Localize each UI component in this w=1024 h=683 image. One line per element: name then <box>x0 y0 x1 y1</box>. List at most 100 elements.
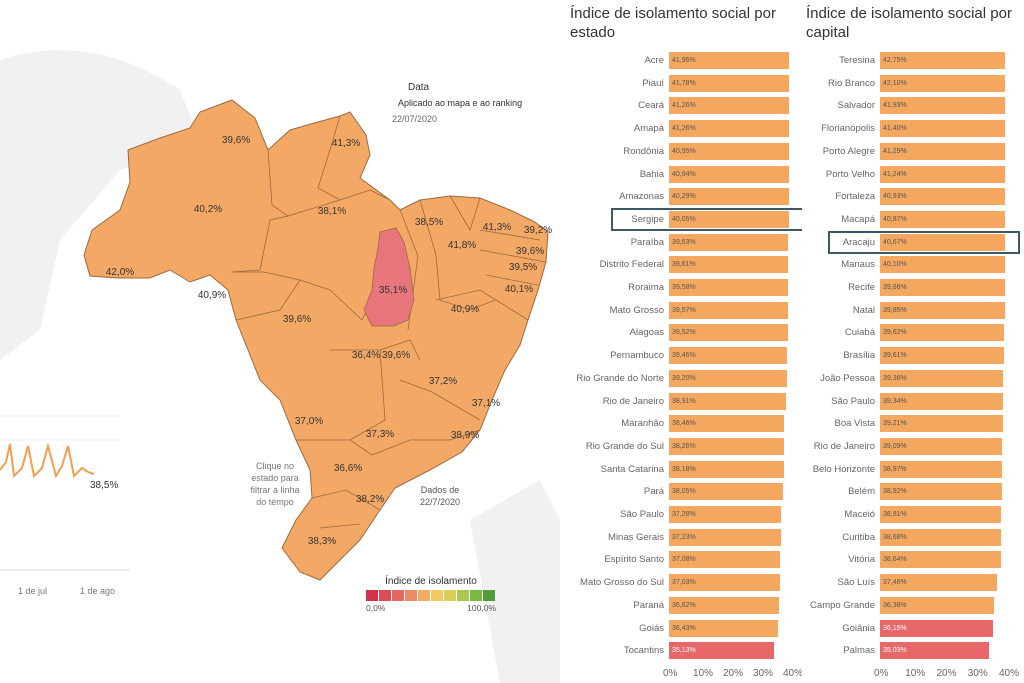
brazil-map[interactable] <box>83 99 549 581</box>
bar[interactable] <box>880 551 1001 569</box>
state-value-label: 36,4% <box>352 350 380 361</box>
bar[interactable] <box>669 210 789 228</box>
bar[interactable] <box>880 506 1002 523</box>
bar[interactable] <box>880 415 1003 433</box>
timeline-series[interactable] <box>0 442 95 479</box>
bar[interactable] <box>880 392 1003 410</box>
bar[interactable] <box>880 142 1005 160</box>
bar[interactable] <box>880 210 1005 228</box>
bar[interactable] <box>880 347 1004 365</box>
bar-value-label: 38,97% <box>883 465 907 473</box>
bar[interactable] <box>669 74 789 92</box>
map-tip: Clique no estado para filtrar a linha do… <box>240 460 310 508</box>
bar[interactable] <box>880 619 993 637</box>
bar[interactable] <box>880 52 1005 69</box>
row-label: Cuiabá <box>844 327 875 339</box>
timeline-last-value: 38,5% <box>90 480 119 491</box>
bar-value-label: 38,81% <box>883 511 907 518</box>
state-value-label: 37,2% <box>429 376 457 387</box>
bar[interactable] <box>669 188 789 206</box>
state-value-label: 38,1% <box>318 206 346 217</box>
state-value-label: 37,0% <box>295 416 323 427</box>
bar[interactable] <box>880 483 1002 501</box>
bar[interactable] <box>880 596 994 614</box>
bar[interactable] <box>669 301 788 319</box>
bar[interactable] <box>669 142 789 160</box>
x-axis-tick: 10% <box>693 668 714 679</box>
state-value-label: 38,2% <box>356 494 384 505</box>
bar[interactable] <box>669 619 779 637</box>
bar-value-label: 40,29% <box>672 193 696 201</box>
legend-swatch <box>392 590 404 601</box>
bar[interactable] <box>669 483 784 501</box>
bar[interactable] <box>880 188 1005 206</box>
state-value-label: 41,8% <box>448 240 476 251</box>
bar[interactable] <box>880 74 1005 92</box>
legend-title: Índice de isolamento <box>385 576 477 587</box>
legend-scale <box>366 590 496 601</box>
x-axis-tick: 30% <box>967 668 988 679</box>
bar[interactable] <box>880 256 1005 274</box>
state-value-label: 39,6% <box>222 135 250 146</box>
row-label: Porto Velho <box>825 168 875 180</box>
row-label: Manaus <box>841 259 875 271</box>
capital-ranking-panel: Índice de isolamento social por capital … <box>802 0 1024 683</box>
bar[interactable] <box>669 233 788 251</box>
bar-value-label: 38,64% <box>883 556 907 564</box>
bar[interactable] <box>669 256 788 274</box>
bar[interactable] <box>669 551 781 569</box>
bar[interactable] <box>880 279 1005 296</box>
bar[interactable] <box>669 279 788 296</box>
bar[interactable] <box>880 97 1005 115</box>
state-value-label: 39,5% <box>509 262 537 273</box>
bar[interactable] <box>669 120 789 138</box>
bar-value-label: 40,93% <box>883 193 907 201</box>
state-value-label: 40,9% <box>451 304 479 315</box>
bar[interactable] <box>669 642 775 660</box>
bar[interactable] <box>880 437 1003 455</box>
bar[interactable] <box>669 506 781 523</box>
tip-line-2: estado para <box>251 473 299 483</box>
bar[interactable] <box>880 233 1005 251</box>
bar-value-label: 38,05% <box>672 488 696 496</box>
bar[interactable] <box>880 120 1005 138</box>
bar[interactable] <box>880 369 1003 387</box>
bar-value-label: 38,68% <box>883 533 907 541</box>
bar[interactable] <box>669 528 781 546</box>
bar-value-label: 39,63% <box>672 238 696 246</box>
highlight-box <box>611 207 821 231</box>
capital-ranking-title: Índice de isolamento social por capital <box>806 5 1012 41</box>
bar[interactable] <box>669 596 779 614</box>
bar[interactable] <box>669 392 786 410</box>
bar[interactable] <box>669 460 784 478</box>
bar[interactable] <box>669 437 784 455</box>
row-label: Bahia <box>639 168 664 180</box>
bar[interactable] <box>669 324 788 342</box>
row-label: Distrito Federal <box>599 259 664 271</box>
bar[interactable] <box>880 324 1004 342</box>
state-value-label: 35,1% <box>379 285 407 296</box>
bar[interactable] <box>669 415 785 433</box>
bar[interactable] <box>880 642 990 660</box>
continent-shape <box>0 50 200 360</box>
tocantins-state[interactable] <box>363 227 415 327</box>
bar[interactable] <box>669 369 787 387</box>
row-label: Tocantins <box>623 645 664 657</box>
bar-value-label: 38,46% <box>672 420 696 428</box>
state-value-label: 38,9% <box>451 430 479 441</box>
bar[interactable] <box>669 574 781 592</box>
bar-value-label: 36,43% <box>672 624 696 632</box>
state-ranking-title: Índice de isolamento social por estado <box>570 5 776 41</box>
bar[interactable] <box>880 574 998 592</box>
bar[interactable] <box>880 165 1005 183</box>
bar[interactable] <box>880 528 1001 546</box>
bar[interactable] <box>669 97 789 115</box>
bar[interactable] <box>669 165 789 183</box>
bar[interactable] <box>669 347 788 365</box>
filter-date[interactable]: 22/07/2020 <box>392 114 438 124</box>
bar[interactable] <box>880 301 1005 319</box>
row-label: São Luís <box>837 577 876 589</box>
row-label: Paraná <box>633 599 664 611</box>
bar[interactable] <box>669 52 789 69</box>
bar[interactable] <box>880 460 1002 478</box>
